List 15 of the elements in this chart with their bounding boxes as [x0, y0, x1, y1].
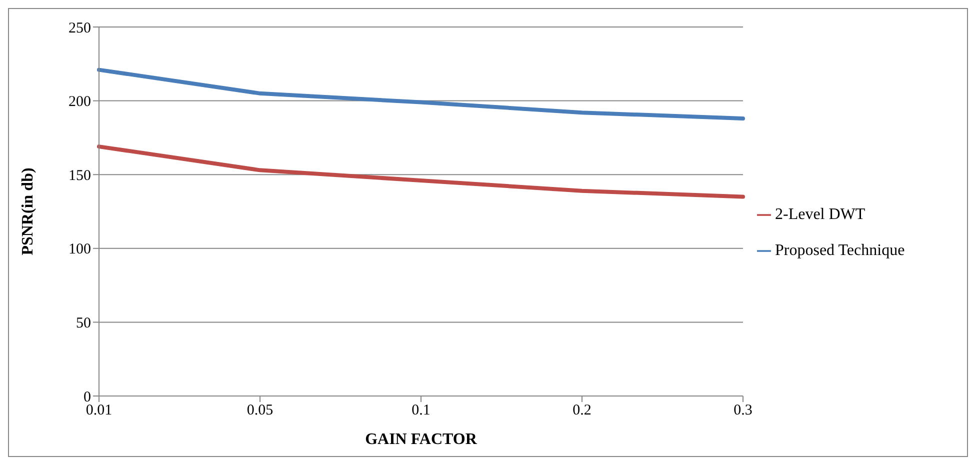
- y-tick-label: 100: [68, 242, 91, 258]
- x-tick-label: 0.1: [412, 402, 430, 419]
- y-tick-label: 150: [68, 168, 91, 184]
- x-axis-title: GAIN FACTOR: [365, 431, 478, 448]
- legend-label: Proposed Technique: [775, 242, 905, 258]
- y-axis-title: PSNR(in db): [20, 168, 37, 256]
- x-tick-label: 0.3: [734, 402, 752, 419]
- y-tick-label: 200: [68, 94, 91, 110]
- y-tick-label: 50: [76, 316, 91, 332]
- y-tick-label: 250: [68, 20, 91, 36]
- legend-label: 2-Level DWT: [775, 206, 866, 222]
- y-tick-label: 0: [84, 389, 91, 406]
- x-tick-label: 0.05: [246, 402, 274, 419]
- x-tick-label: 0.01: [86, 402, 112, 419]
- x-tick-label: 0.2: [572, 402, 592, 419]
